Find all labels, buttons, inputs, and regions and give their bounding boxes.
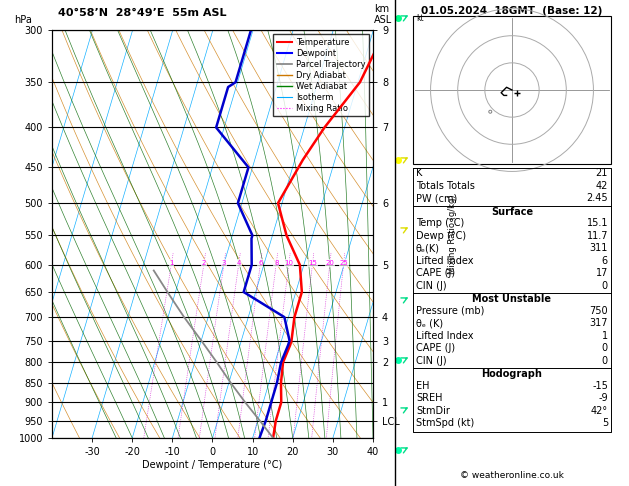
X-axis label: Dewpoint / Temperature (°C): Dewpoint / Temperature (°C) [142, 460, 282, 470]
Text: 3: 3 [222, 260, 226, 266]
Text: km
ASL: km ASL [374, 3, 392, 25]
Text: θₑ(K): θₑ(K) [416, 243, 440, 253]
Text: Lifted Index: Lifted Index [416, 256, 474, 265]
Text: 20: 20 [325, 260, 335, 266]
Text: 1: 1 [602, 330, 608, 341]
Text: Temp (°C): Temp (°C) [416, 218, 464, 228]
Text: 0: 0 [602, 355, 608, 365]
Text: 311: 311 [589, 243, 608, 253]
Bar [413, 16, 611, 164]
Text: Most Unstable: Most Unstable [472, 294, 552, 304]
Text: 8: 8 [274, 260, 279, 266]
Text: CIN (J): CIN (J) [416, 355, 447, 365]
Text: 750: 750 [589, 306, 608, 315]
Text: Hodograph: Hodograph [482, 369, 542, 379]
Text: CIN (J): CIN (J) [416, 280, 447, 291]
Text: 42°: 42° [591, 405, 608, 416]
Text: SREH: SREH [416, 393, 442, 403]
Text: StmDir: StmDir [416, 405, 450, 416]
Text: © weatheronline.co.uk: © weatheronline.co.uk [460, 471, 564, 480]
Text: Totals Totals: Totals Totals [416, 180, 475, 191]
Text: 21: 21 [596, 168, 608, 178]
Y-axis label: Mixing Ratio (g/kg): Mixing Ratio (g/kg) [448, 194, 457, 274]
Text: 01.05.2024  18GMT  (Base: 12): 01.05.2024 18GMT (Base: 12) [421, 6, 603, 16]
Text: hPa: hPa [14, 15, 32, 25]
Text: 10: 10 [284, 260, 293, 266]
Text: 6: 6 [258, 260, 263, 266]
Text: 6: 6 [602, 256, 608, 265]
Text: EH: EH [416, 381, 430, 390]
Text: 5: 5 [602, 418, 608, 428]
Text: 11.7: 11.7 [586, 230, 608, 241]
Text: 2: 2 [202, 260, 206, 266]
Text: θₑ (K): θₑ (K) [416, 318, 443, 328]
Text: -9: -9 [598, 393, 608, 403]
Text: 17: 17 [596, 268, 608, 278]
Text: 2.45: 2.45 [586, 193, 608, 203]
Text: 42: 42 [596, 180, 608, 191]
Text: -15: -15 [592, 381, 608, 390]
Text: Pressure (mb): Pressure (mb) [416, 306, 484, 315]
Text: 4: 4 [237, 260, 241, 266]
Text: 0: 0 [602, 343, 608, 353]
Text: Dewp (°C): Dewp (°C) [416, 230, 466, 241]
Text: PW (cm): PW (cm) [416, 193, 457, 203]
Legend: Temperature, Dewpoint, Parcel Trajectory, Dry Adiabat, Wet Adiabat, Isotherm, Mi: Temperature, Dewpoint, Parcel Trajectory… [274, 34, 369, 116]
Text: Lifted Index: Lifted Index [416, 330, 474, 341]
Text: kt: kt [416, 14, 423, 23]
Text: Surface: Surface [491, 207, 533, 216]
Text: 0: 0 [602, 280, 608, 291]
Text: 317: 317 [589, 318, 608, 328]
Text: StmSpd (kt): StmSpd (kt) [416, 418, 474, 428]
Text: CAPE (J): CAPE (J) [416, 343, 455, 353]
Text: 40°58’N  28°49’E  55m ASL: 40°58’N 28°49’E 55m ASL [58, 8, 227, 18]
Text: 1: 1 [169, 260, 174, 266]
Text: 15.1: 15.1 [586, 218, 608, 228]
Text: 25: 25 [339, 260, 348, 266]
Text: CAPE (J): CAPE (J) [416, 268, 455, 278]
Text: K: K [416, 168, 423, 178]
Text: 15: 15 [308, 260, 317, 266]
